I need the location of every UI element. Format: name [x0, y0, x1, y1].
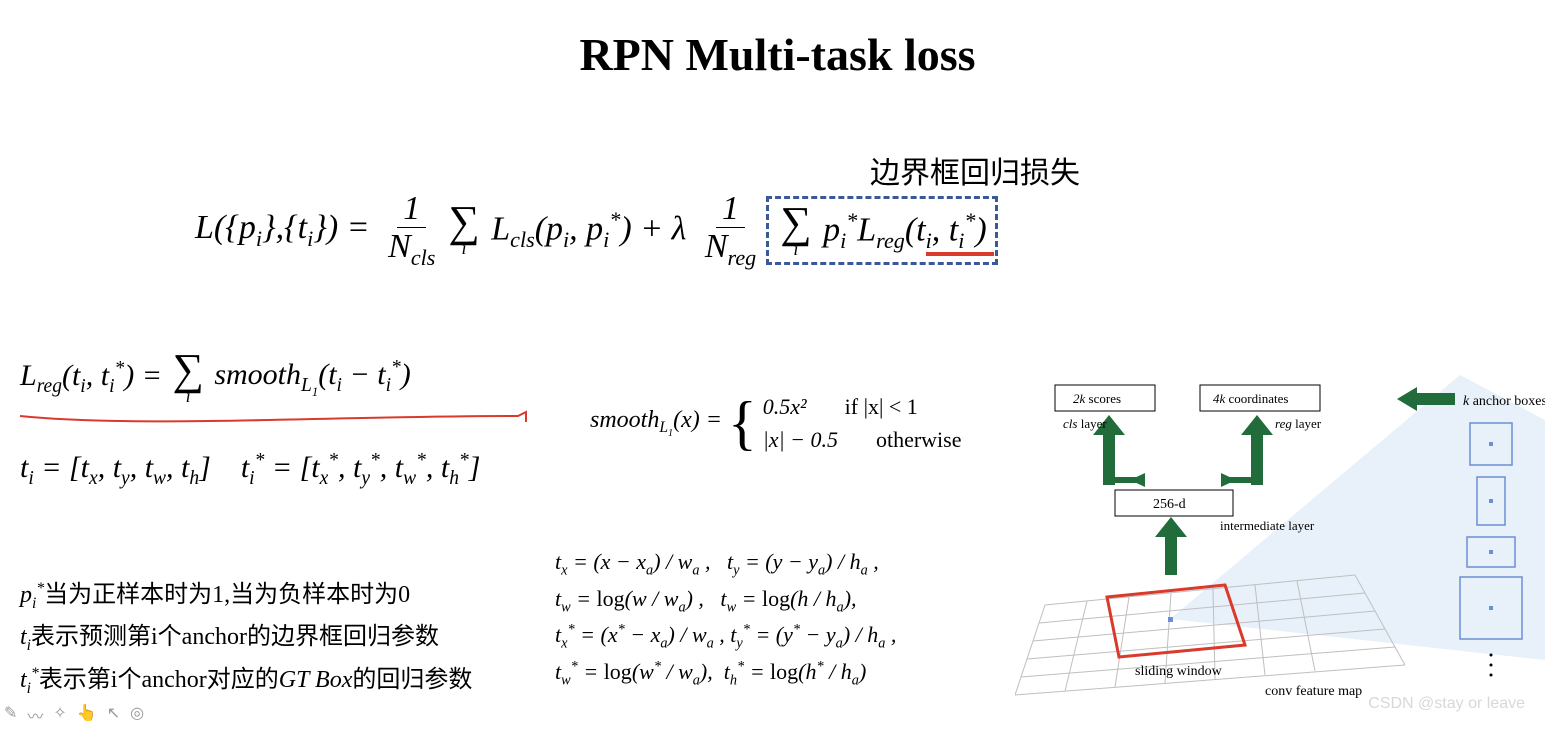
feature-map-label: conv feature map [1265, 684, 1362, 699]
cursor-icon[interactable]: ↖ [107, 703, 120, 727]
parameter-notes: pi*当为正样本时为1,当为负样本时为0 ti 表示预测第i个anchor的边界… [20, 575, 472, 702]
arrow-to-reg [1221, 415, 1273, 487]
ti-vectors: ti = [tx, ty, tw, th] ti* = [tx*, ty*, t… [20, 450, 480, 490]
reg-loss-label: 边界框回归损失 [870, 148, 1080, 192]
scores-box-label: 2k scores [1073, 391, 1121, 406]
reg-layer-label: reg layer [1275, 416, 1322, 431]
rpn-architecture-diagram: sliding window conv feature map 256-d in… [1015, 375, 1545, 705]
box-transform-equations: tx = (x − xa) / wa , ty = (y − ya) / ha … [555, 545, 896, 691]
target-icon[interactable]: ◎ [130, 703, 144, 727]
intermediate-box-label: 256-d [1153, 497, 1186, 512]
lreg-underline-small [926, 252, 994, 256]
pencil-icon[interactable]: ✎ [4, 703, 17, 727]
intermediate-layer-label: intermediate layer [1220, 518, 1315, 533]
annotation-toolbar[interactable]: ✎ 〰 ✧ 👆 ↖ ◎ [4, 703, 144, 727]
anchor-boxes-label: k anchor boxes [1463, 394, 1545, 409]
wave-icon[interactable]: 〰 [27, 703, 43, 727]
center-point [1168, 617, 1173, 622]
sparkle-icon[interactable]: ✧ [53, 703, 66, 727]
page-title: RPN Multi-task loss [0, 28, 1555, 81]
main-loss-equation: L({pi},{ti}) = 1 Ncls ∑i Lcls(pi, pi*) +… [195, 190, 998, 270]
cls-layer-label: cls layer [1063, 416, 1107, 431]
coords-box-label: 4k coordinates [1213, 391, 1288, 406]
sliding-window-label: sliding window [1135, 664, 1223, 679]
lreg-equation: Lreg(ti, ti*) = ∑i smoothL1(ti − ti*) [20, 350, 411, 407]
smooth-l1-definition: smoothL1(x) = { 0.5x²if |x| < 1 |x| − 0.… [590, 390, 962, 456]
anchor-ellipsis [1490, 654, 1493, 677]
arrow-to-intermediate [1155, 517, 1187, 575]
lreg-underline [18, 410, 528, 428]
watermark: CSDN @stay or leave [1368, 695, 1525, 713]
pointer-icon[interactable]: 👆 [77, 703, 97, 727]
